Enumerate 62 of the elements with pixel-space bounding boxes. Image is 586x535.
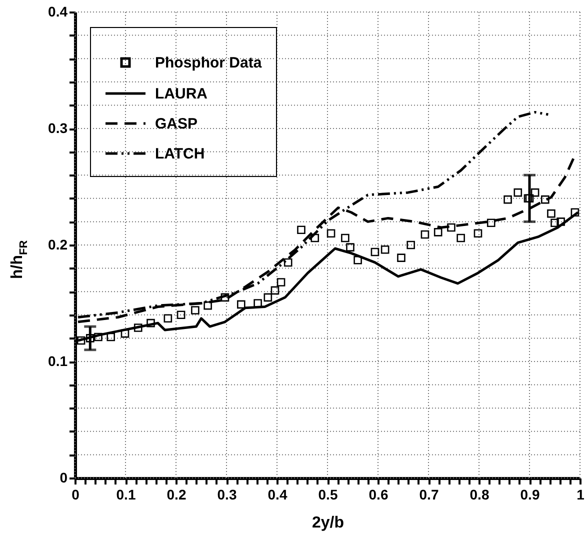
- point: [380, 246, 390, 254]
- point: [550, 218, 559, 228]
- point: [220, 293, 230, 302]
- point: [456, 234, 465, 242]
- point: [397, 254, 406, 262]
- x-tick-label: 1: [576, 486, 585, 502]
- x-axis-title: 2y/b: [312, 514, 344, 532]
- point: [514, 188, 522, 197]
- point: [76, 336, 86, 345]
- legend-label: GASP: [155, 116, 198, 132]
- point: [270, 286, 280, 295]
- x-tick-label: 0.6: [368, 486, 388, 502]
- point: [164, 314, 172, 323]
- point: [406, 240, 415, 250]
- x-tick-label: 0.9: [520, 486, 540, 502]
- x-tick-label: 0.1: [116, 486, 136, 502]
- point: [474, 229, 482, 238]
- legend-label: Phosphor Data: [155, 54, 262, 72]
- point: [264, 293, 272, 302]
- point: [547, 209, 556, 218]
- point: [556, 218, 565, 226]
- y-axis-title: h/hFR: [9, 240, 30, 279]
- point: [370, 248, 380, 256]
- y-tick-label: 0: [60, 470, 68, 486]
- point: [176, 310, 186, 320]
- y-tick-label: 0.1: [48, 353, 68, 369]
- y-tick-label: 0.3: [48, 120, 68, 136]
- legend-label: LATCH: [155, 146, 205, 162]
- x-tick-label: 0.4: [268, 486, 288, 502]
- point: [276, 278, 286, 286]
- point: [204, 301, 212, 310]
- point: [486, 218, 496, 228]
- point: [420, 230, 430, 239]
- point: [354, 256, 362, 264]
- x-tick-label: 0.2: [166, 486, 186, 502]
- point: [120, 329, 130, 338]
- y-tick-label: 0.4: [48, 4, 68, 20]
- point: [236, 300, 246, 309]
- point: [146, 318, 155, 328]
- point: [434, 228, 442, 236]
- x-tick-label: 0.5: [318, 486, 338, 502]
- point: [94, 332, 102, 342]
- legend-label: LAURA: [155, 86, 208, 102]
- point: [504, 195, 512, 204]
- point: [447, 223, 456, 232]
- point: [341, 234, 350, 242]
- point: [134, 324, 142, 332]
- point: [284, 258, 292, 267]
- point: [297, 226, 306, 234]
- point: [541, 195, 550, 204]
- x-tick-label: 0: [72, 486, 80, 502]
- y-tick-label: 0.2: [48, 236, 68, 252]
- point: [191, 306, 200, 314]
- x-tick-label: 0.3: [217, 486, 237, 502]
- point: [570, 208, 580, 217]
- point: [346, 243, 354, 252]
- x-tick-label: 0.7: [419, 486, 439, 502]
- point: [530, 188, 540, 197]
- point: [310, 234, 320, 242]
- point: [106, 332, 116, 342]
- point: [326, 229, 336, 238]
- x-tick-label: 0.8: [470, 486, 490, 502]
